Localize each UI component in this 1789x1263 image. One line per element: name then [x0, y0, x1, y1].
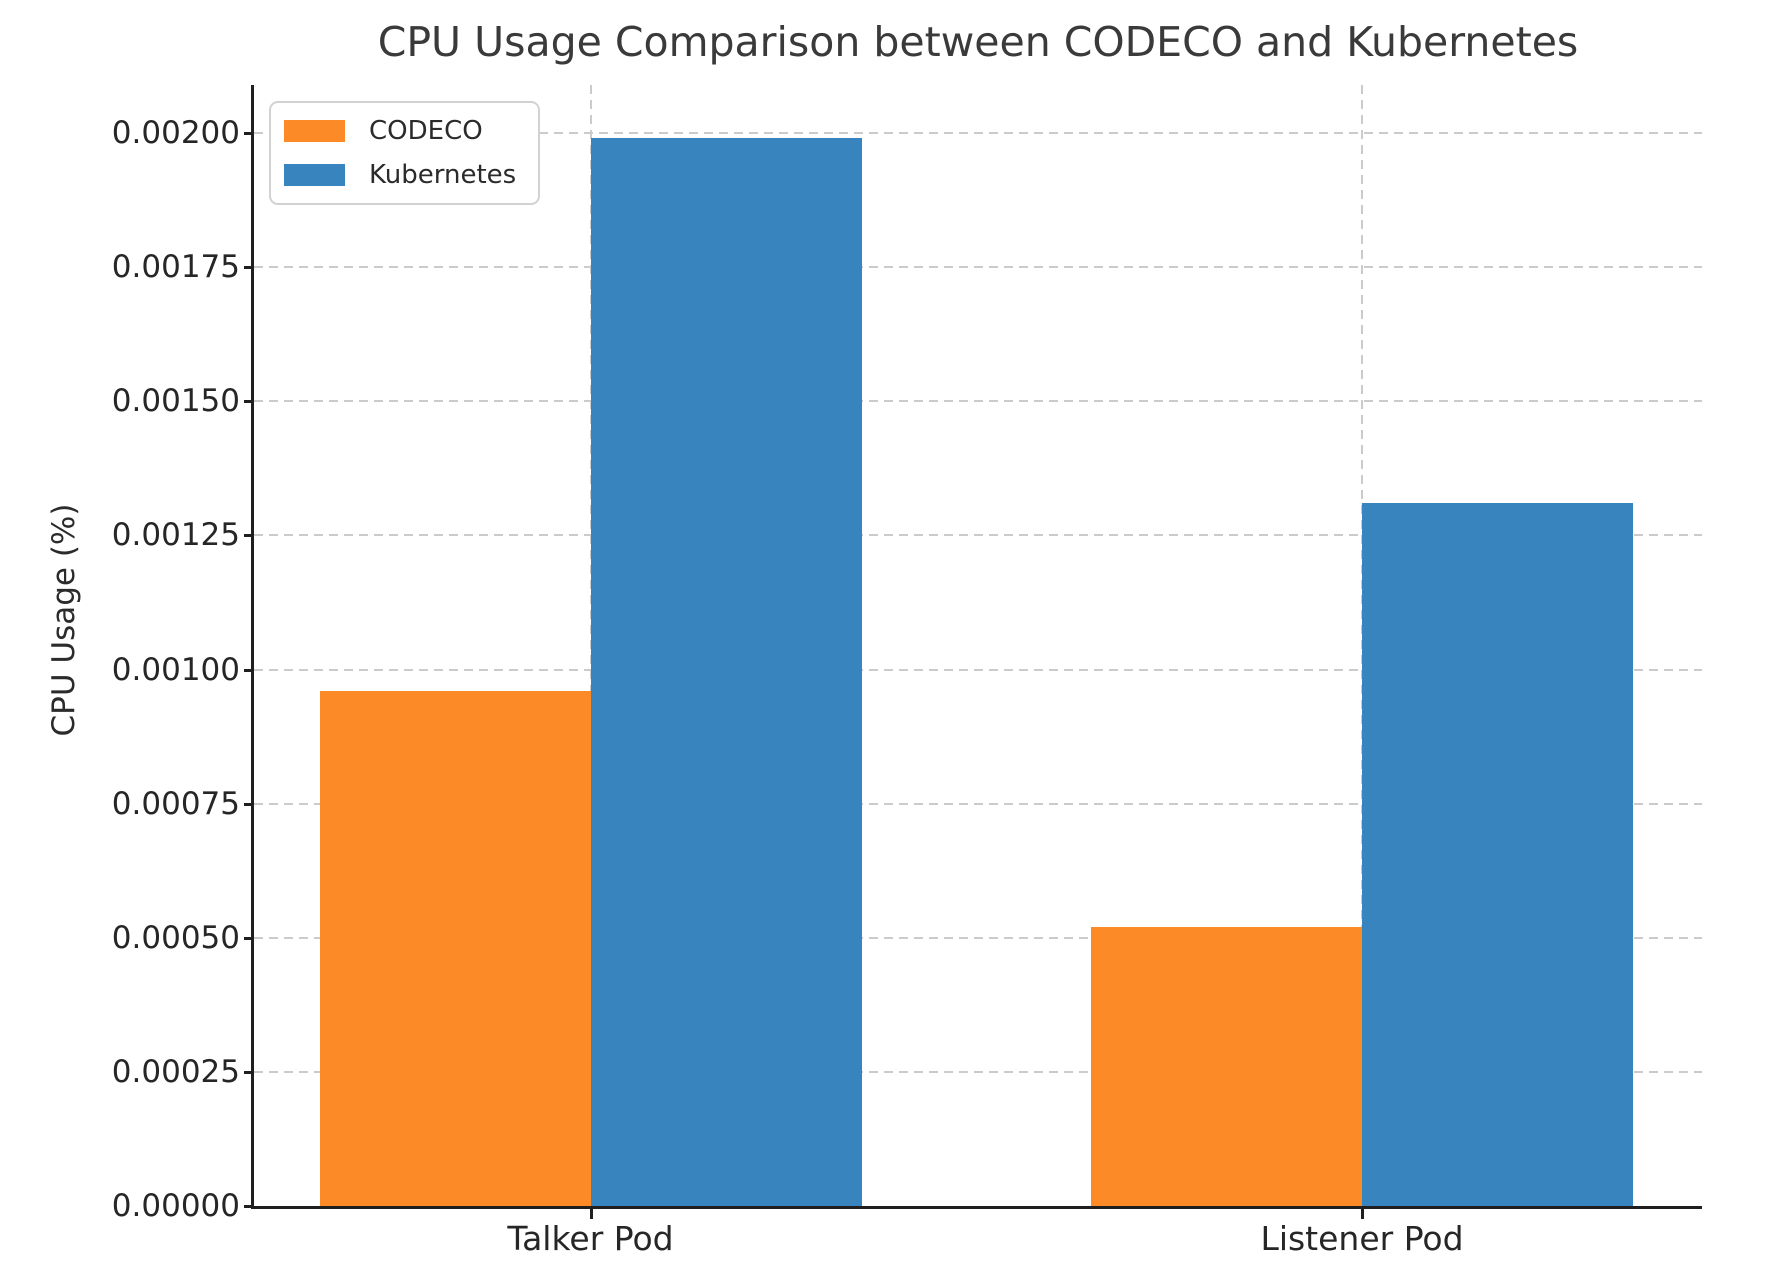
y-gridline — [254, 400, 1702, 403]
bar-kubernetes-talker-pod — [590, 138, 862, 1206]
bar-kubernetes-listener-pod — [1362, 503, 1633, 1206]
y-tick-mark — [244, 668, 254, 672]
y-gridline — [254, 266, 1702, 269]
y-tick-mark — [244, 534, 254, 538]
y-tick-mark — [244, 936, 254, 940]
y-tick-mark — [244, 802, 254, 806]
y-tick-label: 0.00125 — [111, 517, 240, 554]
y-axis-spine — [251, 85, 254, 1209]
bar-codeco-listener-pod — [1091, 927, 1362, 1206]
y-tick-mark — [244, 132, 254, 136]
legend-label-codeco: CODECO — [369, 116, 483, 146]
y-tick-label: 0.00175 — [111, 249, 240, 286]
legend-label-kubernetes: Kubernetes — [369, 160, 517, 190]
y-tick-label: 0.00050 — [111, 919, 240, 956]
legend-swatch-kubernetes — [284, 164, 345, 186]
y-gridline — [254, 1070, 1702, 1073]
y-tick-mark — [244, 1070, 254, 1074]
x-axis-spine — [251, 1206, 1702, 1209]
y-tick-label: 0.00150 — [111, 383, 240, 420]
y-tick-label: 0.00200 — [111, 115, 240, 152]
y-gridline — [254, 802, 1702, 805]
y-gridline — [254, 668, 1702, 671]
legend-item-codeco: CODECO — [284, 116, 516, 146]
y-tick-label: 0.00075 — [111, 785, 240, 822]
y-gridline — [254, 534, 1702, 537]
legend-swatch-codeco — [284, 120, 345, 142]
y-gridline — [254, 936, 1702, 939]
x-tick-mark — [589, 1209, 593, 1219]
plot-area: CODECO Kubernetes — [254, 85, 1702, 1206]
y-gridline — [254, 132, 1702, 135]
y-tick-label: 0.00025 — [111, 1053, 240, 1090]
y-tick-label: 0.00100 — [111, 651, 240, 688]
y-tick-mark — [244, 266, 254, 270]
y-tick-mark — [244, 400, 254, 404]
legend: CODECO Kubernetes — [269, 101, 541, 205]
y-tick-mark — [244, 1205, 254, 1208]
chart-title: CPU Usage Comparison between CODECO and … — [377, 18, 1579, 66]
y-tick-label: 0.00000 — [111, 1188, 240, 1224]
x-tick-label: Talker Pod — [507, 1219, 674, 1258]
x-tick-mark — [1361, 1209, 1364, 1219]
x-tick-label: Listener Pod — [1260, 1219, 1464, 1258]
bar-codeco-talker-pod — [319, 690, 591, 1206]
legend-item-kubernetes: Kubernetes — [284, 160, 516, 190]
